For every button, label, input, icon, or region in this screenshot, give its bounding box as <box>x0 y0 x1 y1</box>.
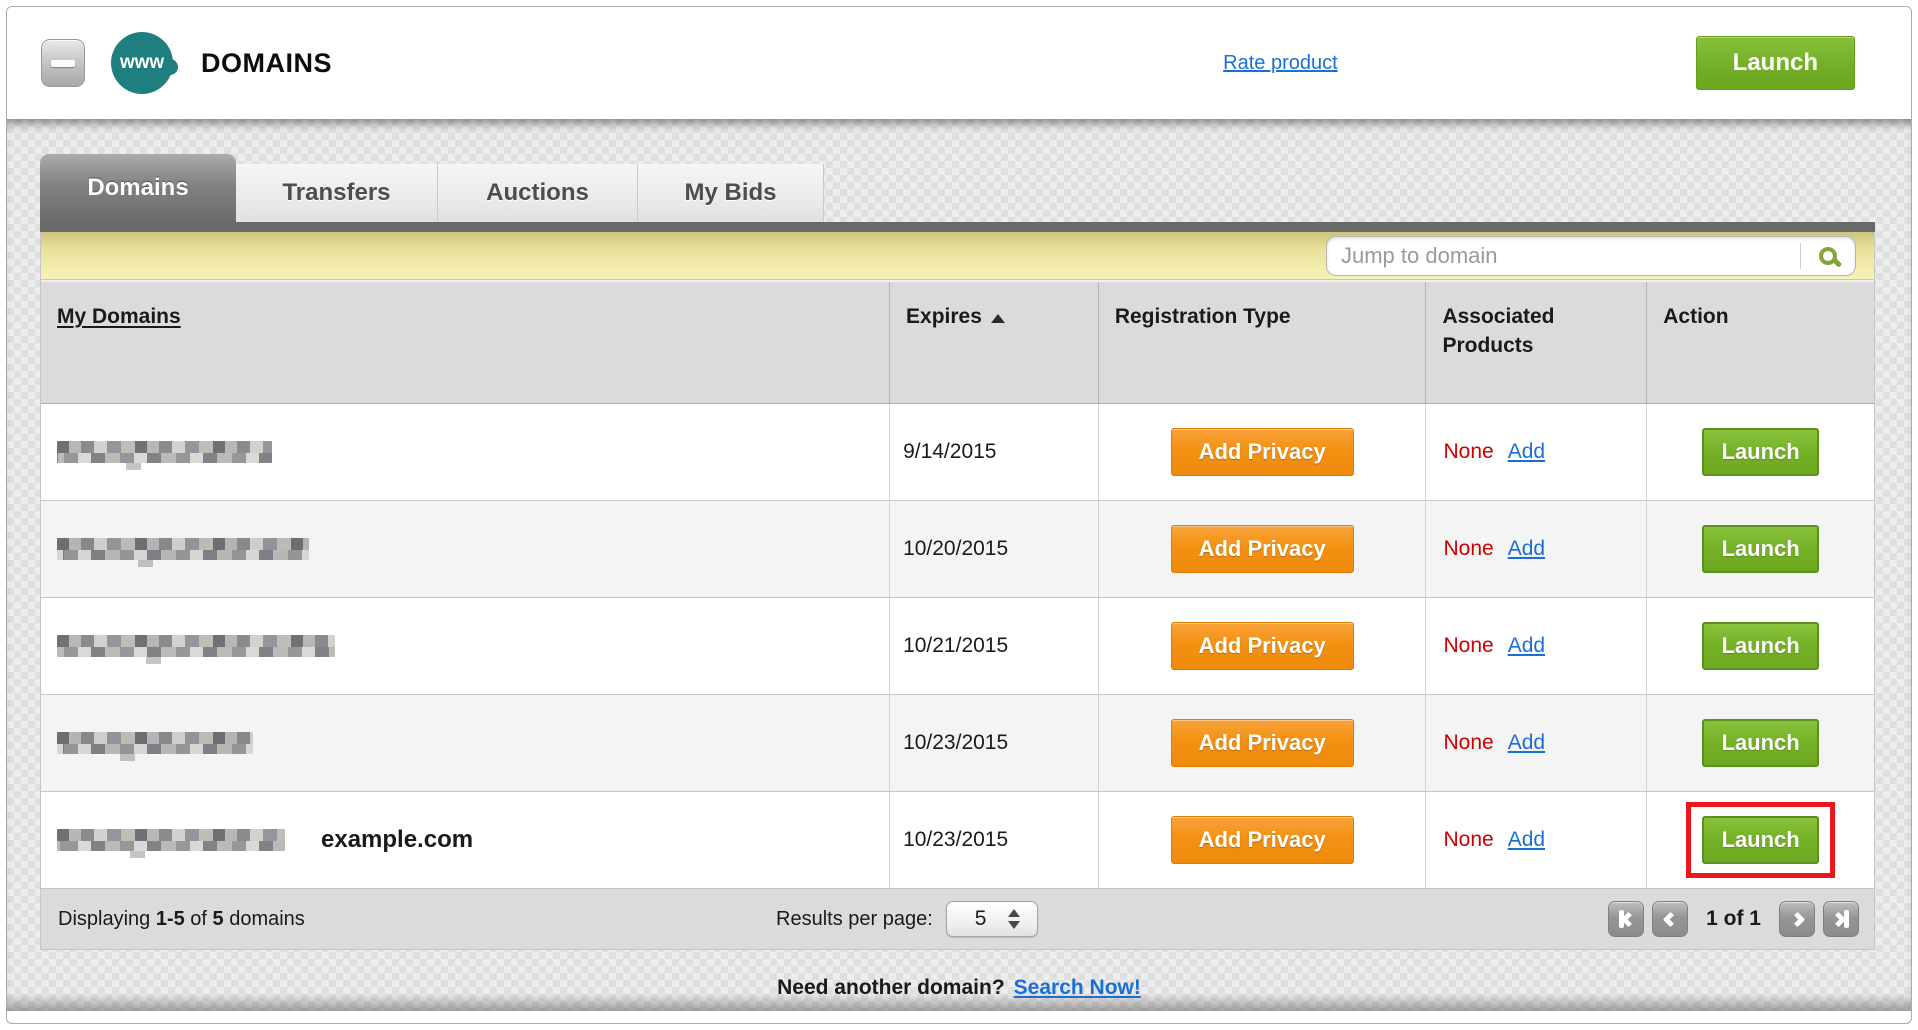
www-icon-text: www <box>119 52 165 73</box>
associated-products-value: None <box>1443 634 1494 657</box>
table-row: 10/20/2015 Add Privacy None Add Launch <box>41 501 1874 598</box>
collapse-button[interactable] <box>41 39 85 87</box>
next-page-button[interactable] <box>1779 901 1815 937</box>
last-page-button[interactable] <box>1823 901 1859 937</box>
displaying-summary: Displaying 1-5 of 5 domains <box>58 907 305 930</box>
associated-products-value: None <box>1443 731 1494 754</box>
displaying-range: 1-5 <box>155 907 185 930</box>
domain-annotation-label: example.com <box>321 826 474 853</box>
need-another-domain-prompt: Need another domain? Search Now! <box>7 976 1911 1000</box>
displaying-total: 5 <box>212 907 224 930</box>
associated-products-value: None <box>1443 828 1494 851</box>
results-per-page: Results per page: 5 <box>776 901 1038 937</box>
expires-date: 10/20/2015 <box>890 501 1099 597</box>
panel-box: My Domains Expires Registration Type Ass… <box>40 232 1875 950</box>
redacted-domain-name <box>57 732 253 761</box>
add-privacy-button[interactable]: Add Privacy <box>1170 816 1354 864</box>
add-product-link[interactable]: Add <box>1507 731 1546 754</box>
first-page-button[interactable] <box>1608 901 1645 937</box>
magnifier-icon <box>1819 246 1837 265</box>
sort-ascending-icon <box>990 313 1005 323</box>
redacted-domain-name <box>57 538 309 567</box>
page-status: 1 of 1 <box>1706 907 1761 930</box>
last-page-icon <box>1844 910 1849 928</box>
www-domains-icon: www <box>111 32 178 94</box>
add-product-link[interactable]: Add <box>1507 537 1546 560</box>
red-highlight-annotation: Launch <box>1686 802 1836 878</box>
table-header: My Domains Expires Registration Type Ass… <box>41 280 1874 404</box>
input-divider <box>1800 242 1801 269</box>
arrow-up-icon <box>1008 909 1021 917</box>
prev-page-button[interactable] <box>1652 901 1689 937</box>
search-toolbar <box>41 232 1874 280</box>
redacted-domain-name <box>57 441 272 470</box>
associated-products-value: None <box>1443 537 1494 560</box>
column-expires: Expires <box>890 282 1099 403</box>
column-my-domains: My Domains <box>41 282 891 403</box>
minus-icon <box>51 59 75 67</box>
table-row-example-com: example.com 10/23/2015 Add Privacy None … <box>41 792 1874 889</box>
table-row: 10/21/2015 Add Privacy None Add Launch <box>41 598 1874 695</box>
tab-my-bids[interactable]: My Bids <box>638 164 824 222</box>
pagination: 1 of 1 <box>1608 901 1859 937</box>
page-title: DOMAINS <box>201 47 332 78</box>
chevron-left-icon <box>1662 911 1678 927</box>
column-registration-type: Registration Type <box>1099 282 1427 403</box>
add-product-link[interactable]: Add <box>1507 828 1546 851</box>
active-tab-underline <box>40 222 1875 232</box>
arrow-down-icon <box>1008 921 1021 929</box>
associated-products-value: None <box>1443 440 1494 463</box>
table-row: 10/23/2015 Add Privacy None Add Launch <box>41 695 1874 792</box>
results-per-page-label: Results per page: <box>776 907 933 930</box>
expires-date: 10/21/2015 <box>890 598 1099 694</box>
table-footer: Displaying 1-5 of 5 domains Results per … <box>41 889 1874 949</box>
redacted-domain-name <box>57 635 335 664</box>
expires-sort-link[interactable]: Expires <box>906 302 1084 331</box>
app-window: www DOMAINS Rate product Launch Domains … <box>6 6 1912 1024</box>
launch-button[interactable]: Launch <box>1702 428 1820 476</box>
chevron-right-icon <box>1789 911 1805 927</box>
launch-button[interactable]: Launch <box>1702 622 1820 670</box>
launch-button-highlighted[interactable]: Launch <box>1702 816 1820 864</box>
expires-date: 10/23/2015 <box>890 695 1099 791</box>
results-per-page-select[interactable]: 5 <box>945 901 1038 937</box>
tab-domains[interactable]: Domains <box>40 154 236 222</box>
my-domains-sort-link[interactable]: My Domains <box>57 305 181 328</box>
expires-date: 9/14/2015 <box>890 404 1099 500</box>
product-header: www DOMAINS Rate product Launch <box>7 7 1911 119</box>
tab-transfers[interactable]: Transfers <box>236 164 438 222</box>
launch-button[interactable]: Launch <box>1702 719 1820 767</box>
jump-to-domain-input[interactable] <box>1327 242 1800 269</box>
header-launch-button[interactable]: Launch <box>1695 36 1855 90</box>
search-button[interactable] <box>1801 237 1855 275</box>
redacted-domain-name <box>57 829 285 858</box>
column-action: Action <box>1663 305 1729 328</box>
expires-date: 10/23/2015 <box>890 792 1099 888</box>
add-product-link[interactable]: Add <box>1507 634 1546 657</box>
results-per-page-value: 5 <box>974 907 987 930</box>
stepper-arrows-icon <box>1008 909 1021 929</box>
add-privacy-button[interactable]: Add Privacy <box>1170 622 1354 670</box>
add-privacy-button[interactable]: Add Privacy <box>1170 428 1354 476</box>
jump-to-domain-field <box>1326 235 1856 276</box>
rate-product-link[interactable]: Rate product <box>1223 51 1338 74</box>
search-now-link[interactable]: Search Now! <box>1013 976 1141 999</box>
add-privacy-button[interactable]: Add Privacy <box>1170 719 1354 767</box>
page-body: Domains Transfers Auctions My Bids <box>7 119 1911 1011</box>
add-product-link[interactable]: Add <box>1507 440 1546 463</box>
first-page-icon <box>1618 910 1624 928</box>
domains-panel: Domains Transfers Auctions My Bids <box>40 154 1875 950</box>
tab-auctions[interactable]: Auctions <box>438 164 638 222</box>
launch-button[interactable]: Launch <box>1702 525 1820 573</box>
tab-bar: Domains Transfers Auctions My Bids <box>40 154 1875 222</box>
prompt-text: Need another domain? <box>777 976 1005 999</box>
table-row: 9/14/2015 Add Privacy None Add Launch <box>41 404 1874 501</box>
add-privacy-button[interactable]: Add Privacy <box>1170 525 1354 573</box>
column-associated-products: Associated Products <box>1426 282 1648 403</box>
